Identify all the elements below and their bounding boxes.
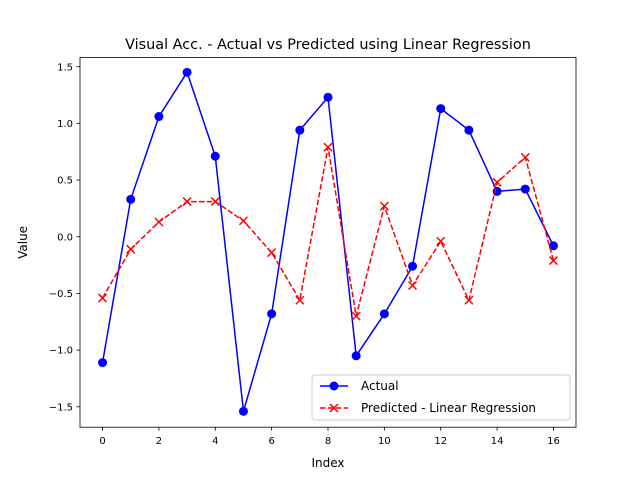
series-layer (98, 67, 558, 416)
predicted-point (436, 236, 446, 246)
actual-point (548, 241, 558, 251)
predicted-point (182, 197, 192, 207)
x-tick-label: 12 (434, 436, 447, 447)
y-tick-label: −1.5 (49, 402, 73, 413)
x-tick-label: 6 (268, 436, 274, 447)
predicted-point (267, 248, 277, 258)
predicted-point (492, 177, 502, 187)
actual-point (210, 151, 220, 161)
predicted-point (379, 201, 389, 211)
legend-marker-actual (329, 381, 339, 391)
predicted-point (154, 217, 164, 227)
actual-point (126, 194, 136, 204)
actual-point (323, 92, 333, 102)
actual-point (238, 406, 248, 416)
actual-point (295, 125, 305, 135)
actual-point (520, 184, 530, 194)
predicted-point (548, 256, 558, 266)
y-axis-ticks: −1.5 −1.0 −0.5 0.0 0.5 1.0 1.5 (49, 62, 80, 413)
x-axis-ticks: 0 2 4 6 8 10 12 14 16 (99, 427, 560, 447)
actual-point (464, 125, 474, 135)
predicted-point (210, 197, 220, 207)
predicted-point (408, 280, 418, 291)
actual-point (492, 186, 502, 196)
predicted-point (464, 295, 474, 305)
x-tick-label: 10 (378, 436, 391, 447)
predicted-point (238, 216, 248, 226)
predicted-point (98, 293, 108, 303)
predicted-point (126, 244, 136, 254)
x-axis-label: Index (311, 456, 344, 470)
chart-title: Visual Acc. - Actual vs Predicted using … (125, 37, 531, 53)
y-tick-label: 1.5 (57, 62, 73, 73)
x-tick-label: 14 (491, 436, 504, 447)
actual-point (351, 351, 361, 361)
x-tick-label: 8 (325, 436, 331, 447)
x-tick-label: 0 (99, 436, 105, 447)
legend: Actual Predicted - Linear Regression (311, 374, 571, 421)
legend-label-actual: Actual (361, 379, 399, 393)
y-tick-label: 1.0 (57, 119, 73, 130)
actual-point (154, 112, 164, 122)
actual-point (182, 67, 192, 77)
x-tick-label: 2 (156, 436, 162, 447)
predicted-point (295, 295, 305, 305)
y-axis-label: Value (16, 226, 30, 259)
predicted-point (323, 142, 333, 152)
actual-point (98, 358, 108, 368)
actual-point (408, 261, 418, 271)
x-tick-label: 16 (547, 436, 560, 447)
y-tick-label: −0.5 (49, 289, 73, 300)
actual-point (379, 309, 389, 319)
actual-point (267, 309, 277, 319)
y-tick-label: 0.5 (57, 176, 73, 187)
legend-marker-predicted (329, 403, 339, 413)
predicted-point (351, 311, 361, 321)
actual-point (436, 104, 446, 114)
predicted-point (520, 152, 530, 162)
y-tick-label: 0.0 (57, 232, 73, 243)
x-tick-label: 4 (212, 436, 218, 447)
plot-area (80, 57, 576, 428)
y-tick-label: −1.0 (49, 346, 73, 357)
legend-label-predicted: Predicted - Linear Regression (361, 401, 536, 415)
legend-box (311, 374, 571, 421)
